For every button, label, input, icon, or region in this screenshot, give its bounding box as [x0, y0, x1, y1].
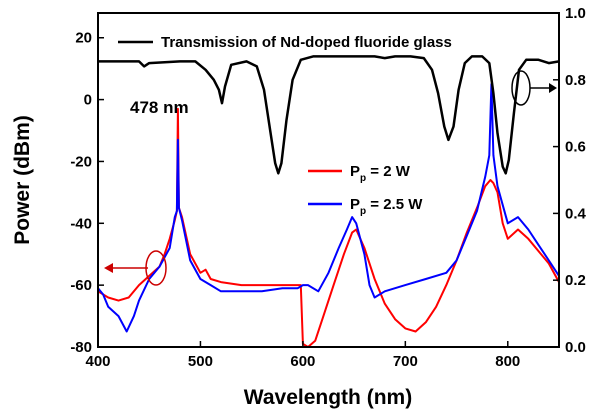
y2-tick-label: 0.6 — [565, 139, 586, 156]
plot-frame — [97, 12, 560, 348]
right-marker-arrowhead — [549, 83, 557, 93]
left-marker — [104, 250, 167, 286]
x-tick-label: 800 — [495, 353, 520, 370]
x-axis-title: Wavelength (nm) — [244, 386, 412, 409]
y2-tick-label: 0.2 — [565, 272, 586, 289]
y-axis-title: Power (dBm) — [11, 115, 34, 245]
y-tick-label: -80 — [70, 339, 92, 356]
x-tick-label: 600 — [290, 353, 315, 370]
y2-tick-label: 1.0 — [565, 5, 586, 22]
legend-red-label: Pp = 2 W — [350, 163, 411, 184]
legend-top: Transmission of Nd-doped fluoride glass — [118, 34, 452, 51]
x-tick-label: 500 — [188, 353, 213, 370]
x-tick-label: 400 — [85, 353, 110, 370]
y-tick-label: -40 — [70, 215, 92, 232]
y-tick-label: -60 — [70, 277, 92, 294]
left-marker-ellipse — [145, 250, 167, 286]
peak-annotation: 478 nm — [130, 98, 189, 117]
ticks-layer: 400 500 600 700 800 -80 -60 -40 -20 0 20 0.0 0.2 0.4 0… — [70, 5, 586, 370]
right-marker — [511, 70, 557, 106]
legend-power: Pp = 2 W Pp = 2.5 W — [308, 163, 423, 217]
x-tick-label: 700 — [393, 353, 418, 370]
y2-tick-label: 0.0 — [565, 339, 586, 356]
y2-tick-label: 0.8 — [565, 72, 586, 89]
y-tick-label: -20 — [70, 153, 92, 170]
series-blue-2-5w — [97, 83, 560, 333]
y-tick-label: 20 — [75, 30, 92, 47]
series-transmission — [98, 55, 560, 175]
left-marker-arrowhead — [104, 263, 113, 273]
legend-top-label: Transmission of Nd-doped fluoride glass — [161, 34, 452, 51]
right-marker-ellipse — [511, 70, 531, 106]
y-tick-label: 0 — [84, 92, 92, 109]
legend-blue-label: Pp = 2.5 W — [350, 196, 423, 217]
y2-tick-label: 0.4 — [565, 205, 587, 222]
